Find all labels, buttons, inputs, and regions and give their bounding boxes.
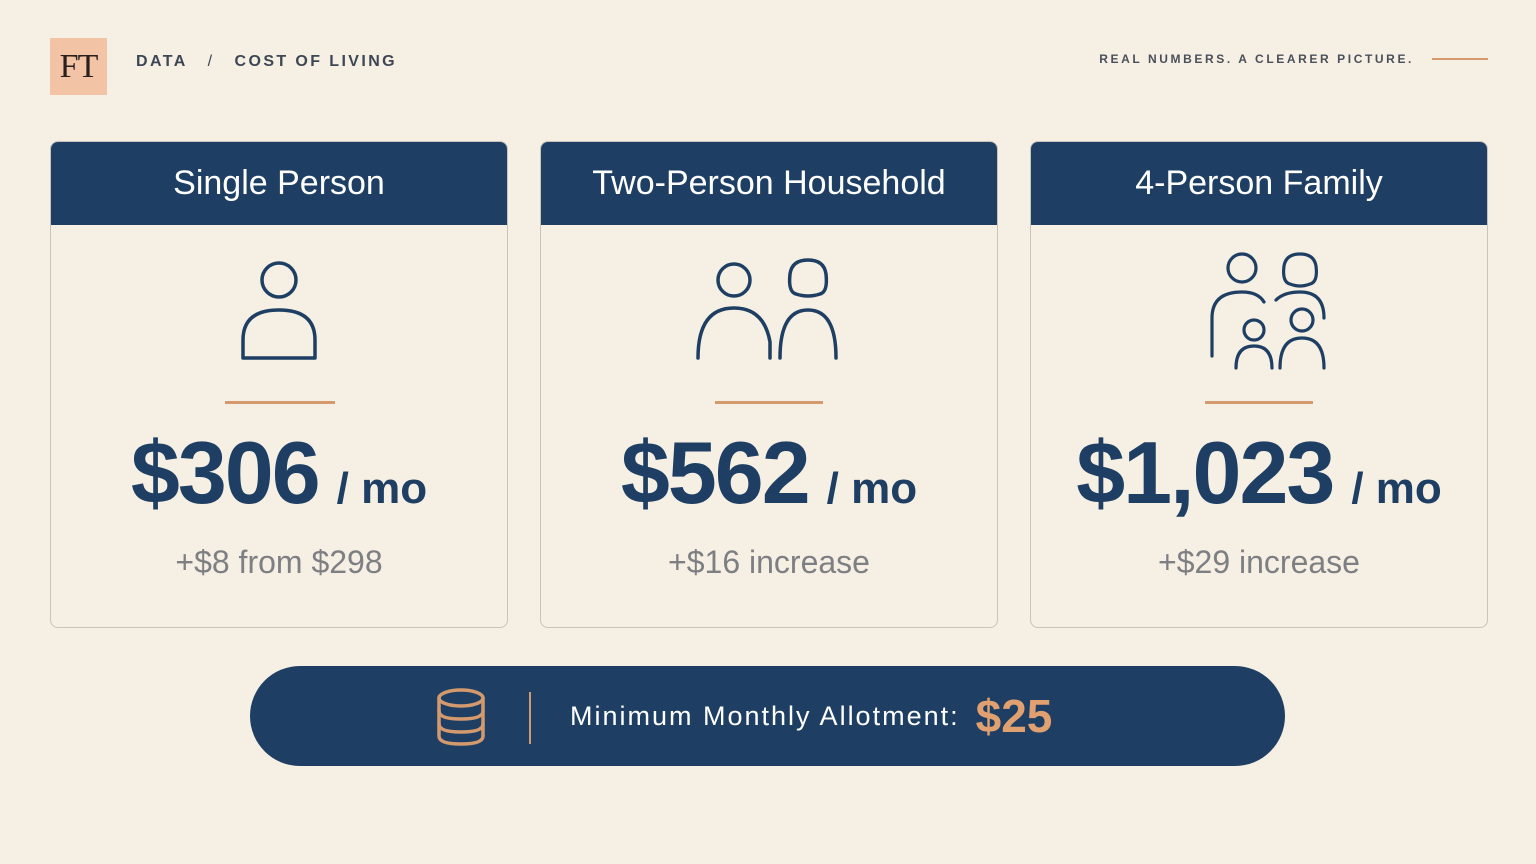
banner-divider bbox=[529, 692, 531, 744]
allotment-value: $25 bbox=[975, 690, 1053, 742]
card-divider bbox=[715, 401, 823, 404]
breadcrumb-separator: / bbox=[207, 53, 215, 70]
card-price: $562 / mo bbox=[541, 422, 997, 524]
allotment-label: Minimum Monthly Allotment: bbox=[570, 700, 960, 731]
price-change: +$16 increase bbox=[668, 544, 870, 580]
person-icon bbox=[51, 252, 507, 382]
breadcrumb-cost-of-living[interactable]: COST OF LIVING bbox=[234, 53, 398, 70]
card-title: 4-Person Family bbox=[1031, 142, 1487, 225]
price-amount: $562 bbox=[620, 423, 811, 522]
price-unit: / mo bbox=[336, 464, 428, 513]
ft-logo[interactable]: FT bbox=[50, 38, 107, 95]
card-single-person: Single Person $306 / mo +$8 from $298 bbox=[50, 141, 508, 628]
card-4-person-family: 4-Person Family $1,023 / mo +$29 increas… bbox=[1030, 141, 1488, 628]
minimum-allotment-banner: Minimum Monthly Allotment: $25 bbox=[250, 666, 1285, 766]
tagline: REAL NUMBERS. A CLEARER PICTURE. bbox=[1099, 52, 1414, 66]
price-amount: $306 bbox=[130, 423, 321, 522]
family-icon bbox=[1031, 252, 1487, 382]
card-price: $1,023 / mo bbox=[1031, 422, 1487, 524]
coin-stack-icon bbox=[430, 686, 492, 753]
price-change: +$29 increase bbox=[1158, 544, 1360, 580]
card-two-person-household: Two-Person Household $562 / mo +$16 incr… bbox=[540, 141, 998, 628]
price-amount: $1,023 bbox=[1076, 423, 1335, 522]
price-change: +$8 from $298 bbox=[175, 544, 383, 580]
card-title: Two-Person Household bbox=[541, 142, 997, 225]
breadcrumb: DATA / COST OF LIVING bbox=[136, 53, 397, 71]
allotment-text: Minimum Monthly Allotment: $25 bbox=[570, 666, 1052, 766]
card-price: $306 / mo bbox=[51, 422, 507, 524]
breadcrumb-data[interactable]: DATA bbox=[136, 53, 188, 70]
card-divider bbox=[225, 401, 335, 404]
card-divider bbox=[1205, 401, 1313, 404]
tagline-rule bbox=[1432, 58, 1488, 60]
card-title: Single Person bbox=[51, 142, 507, 225]
price-unit: / mo bbox=[1351, 464, 1442, 513]
price-unit: / mo bbox=[826, 464, 918, 513]
couple-icon bbox=[541, 252, 997, 382]
